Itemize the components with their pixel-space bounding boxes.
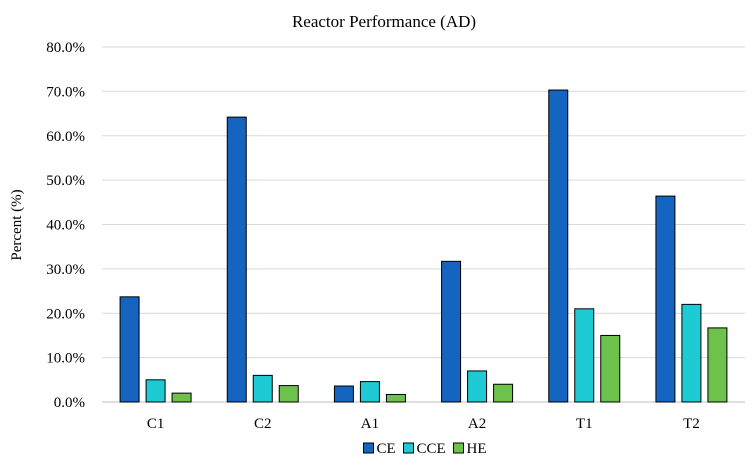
x-tick-labels: C1 C2 A1 A2 T1 T2 — [147, 416, 700, 432]
legend-swatch-he — [453, 442, 464, 454]
legend-label-ce: CE — [377, 441, 396, 457]
bar-cce-c1 — [145, 379, 166, 403]
gridlines — [102, 46, 745, 403]
y-tick-label: 0.0% — [54, 395, 85, 411]
y-tick-label: 40.0% — [46, 218, 85, 234]
x-tick-label: T1 — [576, 416, 593, 432]
bar-cce-t1 — [574, 308, 595, 403]
y-tick-label: 60.0% — [46, 129, 85, 145]
bar-cce-t2 — [681, 303, 702, 403]
bar-he-c1 — [171, 392, 192, 403]
x-tick-label: A2 — [468, 416, 486, 432]
bars — [119, 89, 728, 403]
bar-cce-a1 — [359, 381, 380, 403]
legend-label-he: HE — [467, 441, 487, 457]
bar-cce-a2 — [467, 370, 488, 403]
y-axis-label: Percent (%) — [9, 189, 25, 260]
bar-he-a2 — [493, 383, 514, 403]
legend: CE CCE HE — [363, 441, 487, 457]
y-tick-labels: 0.0% 10.0% 20.0% 30.0% 40.0% 50.0% 60.0% 70.0% 8… — [46, 40, 85, 411]
x-tick-label: C2 — [254, 416, 272, 432]
bar-he-t1 — [600, 334, 621, 403]
x-tick-label: A1 — [361, 416, 379, 432]
legend-swatch-ce — [363, 442, 374, 454]
y-tick-label: 80.0% — [46, 40, 85, 56]
bar-ce-t2 — [655, 195, 676, 403]
legend-swatch-cce — [403, 442, 414, 454]
bar-ce-a2 — [441, 260, 462, 403]
x-tick-label: C1 — [147, 416, 165, 432]
bar-he-t2 — [707, 327, 728, 403]
x-tick-label: T2 — [683, 416, 700, 432]
chart-title: Reactor Performance (AD) — [292, 12, 476, 31]
y-tick-label: 30.0% — [46, 262, 85, 278]
y-tick-label: 70.0% — [46, 84, 85, 100]
bar-he-c2 — [278, 385, 299, 403]
bar-cce-c2 — [252, 374, 273, 403]
y-tick-label: 20.0% — [46, 306, 85, 322]
bar-ce-a1 — [333, 385, 354, 403]
bar-ce-c2 — [226, 116, 247, 403]
bar-ce-c1 — [119, 296, 140, 403]
y-tick-label: 10.0% — [46, 351, 85, 367]
bar-ce-t1 — [548, 89, 569, 403]
legend-label-cce: CCE — [417, 441, 446, 457]
bar-he-a1 — [385, 393, 406, 403]
y-tick-label: 50.0% — [46, 173, 85, 189]
